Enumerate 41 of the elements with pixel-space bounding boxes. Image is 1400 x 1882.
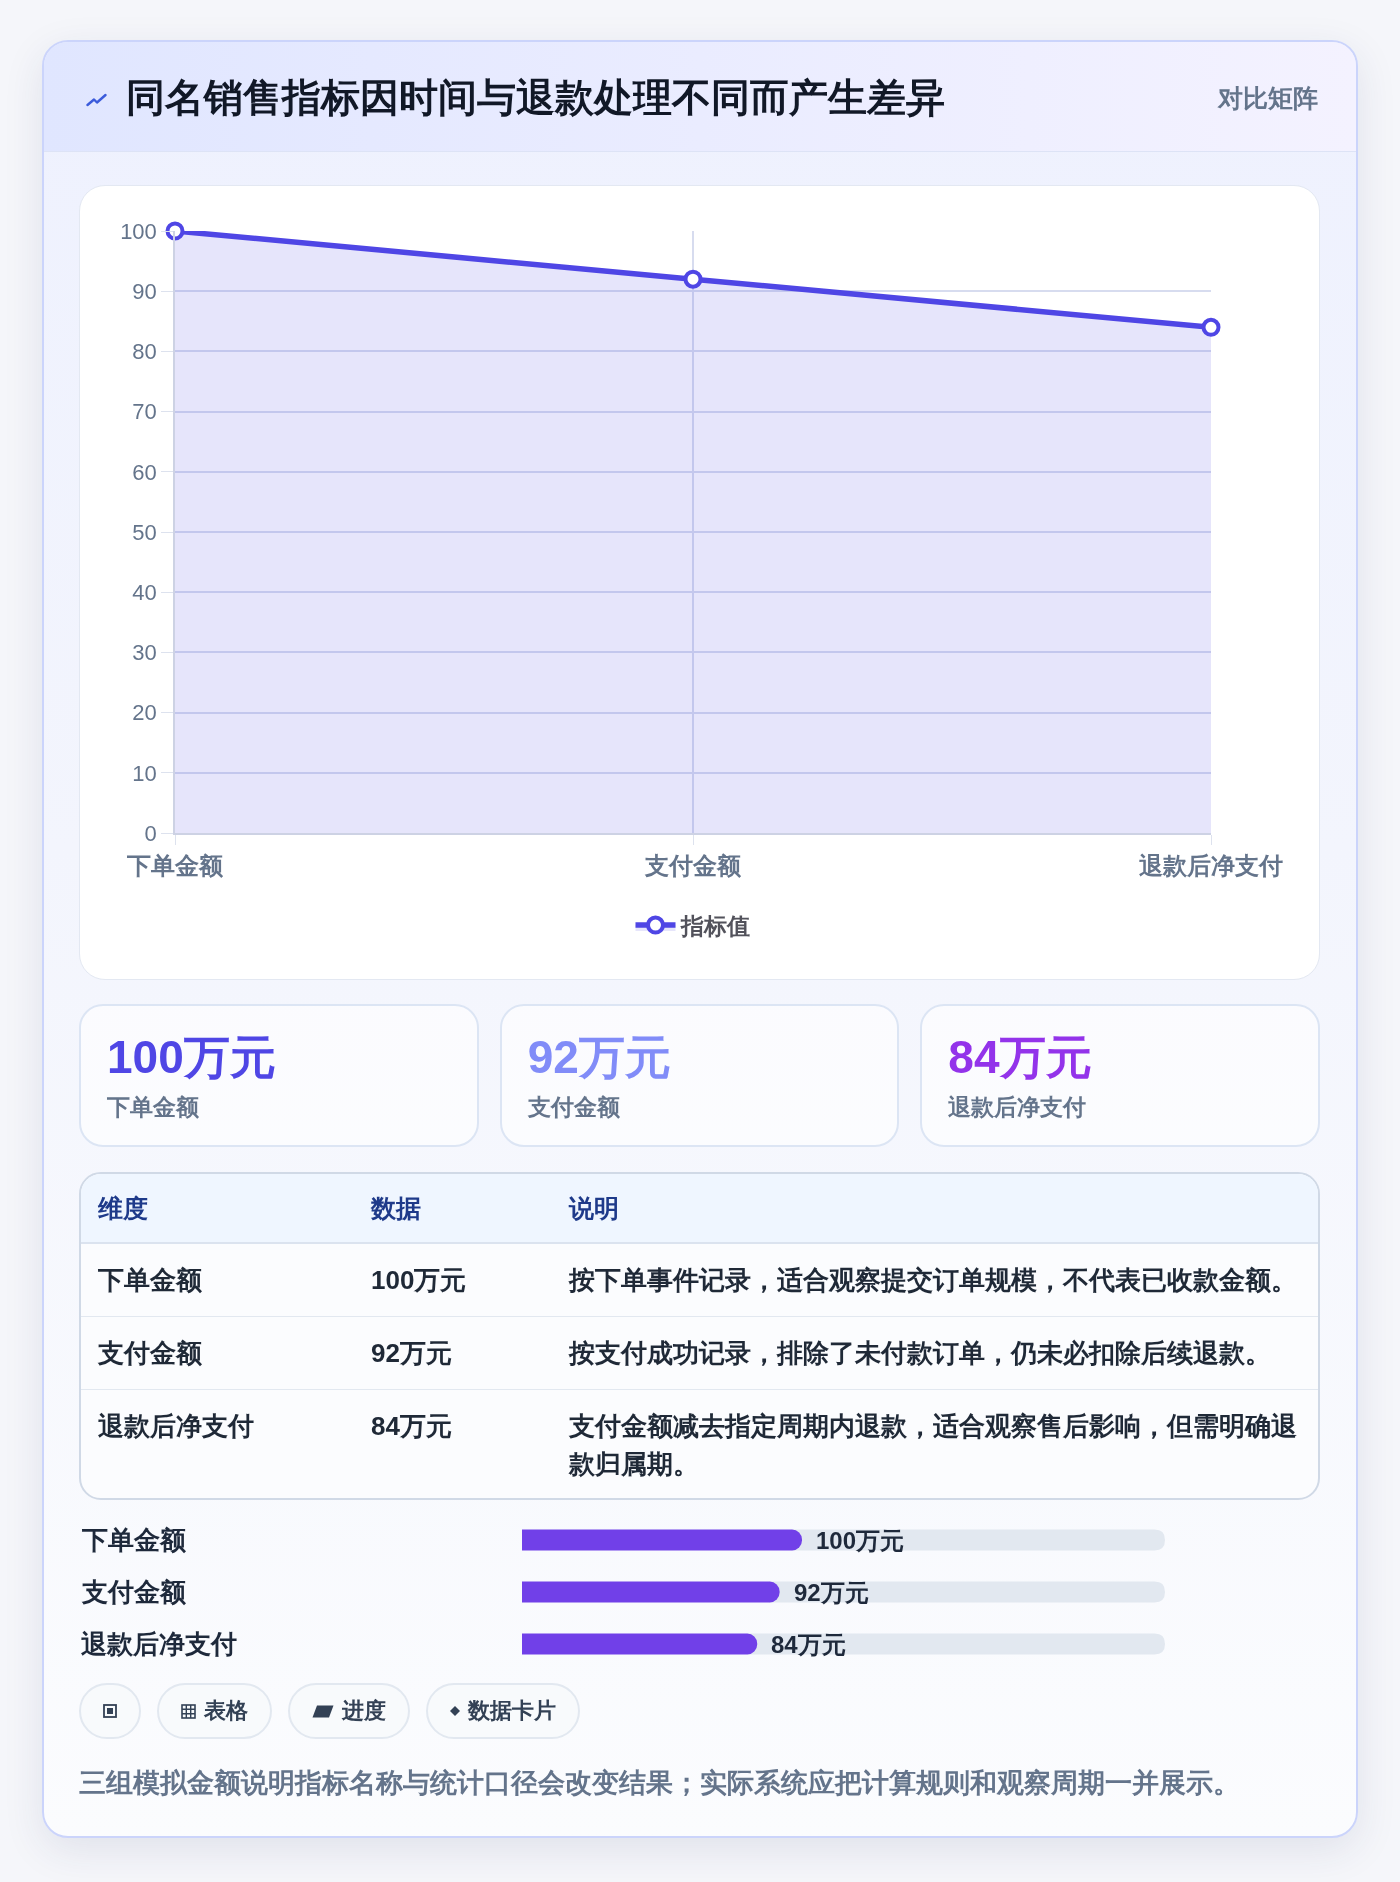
category-label: 支付金额 [527, 1093, 620, 1122]
y-tick-label: 20 [132, 700, 157, 726]
x-tick-label: 支付金额 [644, 851, 742, 879]
y-tick-label: 80 [132, 339, 157, 365]
category-label: 退款后净支付 [948, 1093, 1087, 1122]
x-tick-label: 退款后净支付 [1139, 851, 1283, 879]
category-label: 表格 [204, 1697, 248, 1725]
text: 92万元 [371, 1338, 452, 1368]
text: 三组模拟金额说明指标名称与统计口径会改变结果；实际系统应把计算规则和观察周期一并展示。 [79, 1767, 1240, 1800]
text: 84万元 [948, 1031, 1092, 1083]
data-label: 92万元 [794, 1579, 869, 1606]
text: 100万元 [371, 1265, 467, 1295]
category-label: 进度 [342, 1697, 386, 1725]
y-tick-label: 40 [132, 579, 157, 605]
y-tick-label: 70 [132, 399, 157, 425]
legend-label: 指标值 [679, 913, 750, 940]
category-label: 数据卡片 [468, 1697, 556, 1725]
y-tick-label: 0 [144, 820, 157, 846]
data-label: 100万元 [816, 1527, 905, 1554]
y-tick-label: 支付金额 [81, 1577, 187, 1607]
text: 84万元 [371, 1411, 452, 1441]
category-label: 数据 [371, 1174, 569, 1243]
category-label: 说明 [569, 1174, 1318, 1243]
y-tick-label: 60 [132, 459, 157, 485]
point [165, 221, 185, 241]
y-tick-label: 50 [132, 519, 157, 545]
y-tick-label: 下单金额 [81, 1525, 187, 1555]
chart-title: 同名销售指标因时间与退款处理不同而产生差异 [126, 75, 945, 121]
category-label: 维度 [81, 1174, 371, 1243]
text: 支付金额减去指定周期内退款，适合观察售后影响，但需明确退款归属期。 [569, 1411, 1297, 1479]
text: 100万元 [107, 1031, 276, 1083]
y-tick-label: 100 [120, 218, 157, 244]
y-tick-label: 30 [132, 640, 157, 666]
y-tick-label: 90 [132, 278, 157, 304]
text: 92万元 [527, 1031, 671, 1083]
y-tick-label: 10 [132, 760, 157, 786]
text: 对比矩阵 [1218, 83, 1318, 114]
data-label: 84万元 [771, 1631, 846, 1658]
y-tick-label: 退款后净支付 [81, 1629, 237, 1659]
text: 按支付成功记录，排除了未付款订单，仍未必扣除后续退款。 [569, 1338, 1271, 1368]
text: 按下单事件记录，适合观察提交订单规模，不代表已收款金额。 [569, 1265, 1297, 1295]
